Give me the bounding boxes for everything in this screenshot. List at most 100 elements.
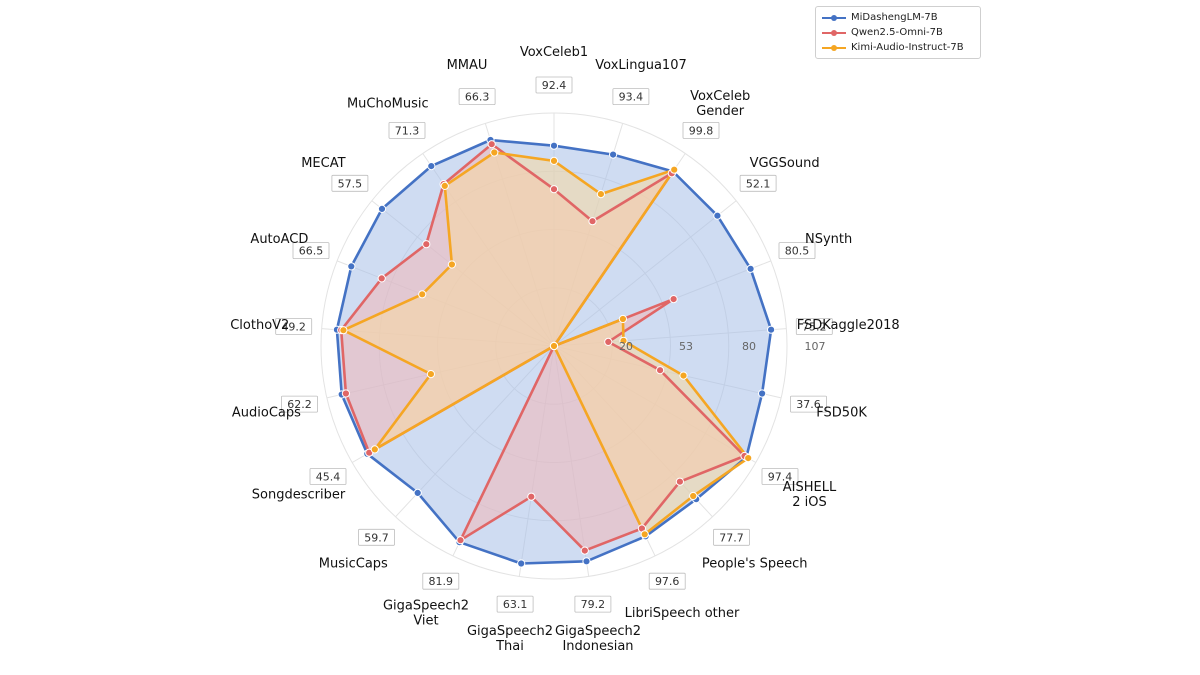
series-point-qwen2-5-omni-7b-4 bbox=[669, 295, 678, 304]
category-label-gigaspeech2-viet: GigaSpeech2 Viet bbox=[383, 598, 469, 628]
legend-swatch-kimi bbox=[822, 43, 846, 53]
category-label-autoacd: AutoACD bbox=[250, 232, 308, 247]
value-box-voxlingua107 bbox=[612, 88, 650, 105]
series-point-qwen2-5-omni-7b-11 bbox=[527, 492, 536, 501]
value-box-nsynth bbox=[778, 242, 816, 260]
series-point-qwen2-5-omni-7b-20 bbox=[487, 140, 496, 149]
value-label-gigaspeech2-thai: 63.1 bbox=[503, 598, 528, 611]
series-points bbox=[332, 135, 776, 568]
value-box-fsdkaggle2018 bbox=[795, 318, 833, 335]
category-label-clothov2: ClothoV2 bbox=[230, 318, 289, 333]
legend-dot-midashenglm bbox=[831, 14, 837, 21]
series-point-kimi-audio-instruct-7b-5 bbox=[619, 336, 628, 345]
value-box-voxceleb1 bbox=[535, 76, 573, 94]
category-label-line-voxceleb-gender-1: Gender bbox=[696, 104, 745, 119]
value-box-gigaspeech2-indonesian bbox=[574, 595, 612, 613]
value-label-vggsound: 52.1 bbox=[746, 177, 771, 190]
value-label-people-s-speech: 77.7 bbox=[719, 531, 744, 544]
series-point-midashenglm-7b-13 bbox=[413, 488, 422, 497]
series-point-qwen2-5-omni-7b-5 bbox=[604, 337, 613, 346]
series-line-midashenglm-7b bbox=[335, 138, 773, 565]
category-label-line-librispeech-other-0: LibriSpeech other bbox=[625, 606, 740, 621]
series-point-kimi-audio-instruct-7b-19 bbox=[440, 181, 449, 190]
series-point-qwen2-5-omni-7b-18 bbox=[422, 240, 431, 249]
category-label-line-audiocaps-0: AudioCaps bbox=[232, 406, 301, 421]
series-point-kimi-audio-instruct-7b-14 bbox=[370, 445, 379, 454]
value-label-fsdkaggle2018: 75.2 bbox=[802, 321, 827, 334]
value-box-gigaspeech2-thai bbox=[496, 595, 534, 613]
legend-label-kimi: Kimi-Audio-Instruct-7B bbox=[851, 42, 964, 53]
value-box-muchomusic bbox=[388, 122, 426, 139]
value-label-voxlingua107: 93.4 bbox=[619, 91, 644, 104]
category-label-songdescriber: Songdescriber bbox=[252, 488, 346, 503]
legend-swatch-midashenglm bbox=[822, 13, 846, 23]
category-label-librispeech-other: LibriSpeech other bbox=[625, 606, 740, 621]
category-label-vggsound: VGGSound bbox=[750, 156, 820, 171]
category-label-nsynth: NSynth bbox=[805, 232, 852, 247]
category-label-audiocaps: AudioCaps bbox=[232, 406, 301, 421]
category-label-line-fsd50k-0: FSD50K bbox=[816, 406, 867, 421]
series-point-kimi-audio-instruct-7b-7 bbox=[744, 454, 753, 463]
series-point-midashenglm-7b-6 bbox=[758, 389, 767, 398]
category-label-line-aishell-2-ios-0: AISHELL bbox=[783, 480, 837, 495]
category-label-line-voxlingua107-0: VoxLingua107 bbox=[595, 58, 687, 73]
value-box-mmau bbox=[458, 88, 496, 105]
value-label-gigaspeech2-indonesian: 79.2 bbox=[581, 598, 606, 611]
series-fill-kimi-audio-instruct-7b bbox=[343, 152, 749, 535]
category-label-aishell-2-ios: AISHELL 2 iOS bbox=[783, 480, 837, 510]
category-labels: 92.4 VoxCeleb1 93.4 VoxLingua107 99.8 VoxCele… bbox=[230, 45, 899, 654]
legend-label-qwen: Qwen2.5-Omni-7B bbox=[851, 27, 943, 38]
value-box-audiocaps bbox=[281, 395, 318, 413]
series-point-kimi-audio-instruct-7b-15 bbox=[426, 370, 435, 379]
value-box-songdescriber bbox=[309, 468, 347, 485]
value-box-musiccaps bbox=[358, 528, 395, 546]
series-point-qwen2-5-omni-7b-6 bbox=[656, 366, 665, 375]
category-label-line-autoacd-0: AutoACD bbox=[250, 232, 308, 247]
value-box-vggsound bbox=[739, 174, 777, 192]
category-label-gigaspeech2-thai: GigaSpeech2 Thai bbox=[467, 624, 553, 654]
series-point-qwen2-5-omni-7b-15 bbox=[341, 389, 350, 398]
radial-tick-80: 80 bbox=[742, 340, 756, 353]
series-point-kimi-audio-instruct-7b-18 bbox=[447, 260, 456, 269]
category-label-voxceleb1: VoxCeleb1 bbox=[520, 45, 588, 60]
value-box-fsd50k bbox=[790, 395, 827, 413]
series-point-midashenglm-7b-10 bbox=[582, 557, 591, 566]
radial-tick-107: 107 bbox=[805, 340, 826, 353]
category-label-gigaspeech2-indonesian: GigaSpeech2 Indonesian bbox=[555, 624, 641, 654]
series-point-kimi-audio-instruct-7b-0 bbox=[549, 156, 559, 165]
category-label-line-voxceleb1-0: VoxCeleb1 bbox=[520, 45, 588, 60]
value-label-clothov2: 49.2 bbox=[281, 321, 306, 334]
legend-swatch-qwen bbox=[822, 28, 846, 38]
category-label-line-fsdkaggle2018-0: FSDKaggle2018 bbox=[797, 318, 900, 333]
value-label-nsynth: 80.5 bbox=[785, 245, 810, 258]
series-point-midashenglm-7b-11 bbox=[517, 559, 526, 568]
category-label-mecat: MECAT bbox=[301, 156, 345, 171]
value-box-clothov2 bbox=[275, 318, 313, 335]
category-label-musiccaps: MusicCaps bbox=[319, 556, 388, 571]
series-point-midashenglm-7b-4 bbox=[746, 264, 755, 273]
category-label-line-aishell-2-ios-1: 2 iOS bbox=[792, 495, 827, 510]
value-label-audiocaps: 62.2 bbox=[287, 398, 312, 411]
series-point-qwen2-5-omni-7b-0 bbox=[549, 185, 559, 194]
category-label-muchomusic: MuChoMusic bbox=[347, 96, 429, 111]
category-label-voxceleb-gender: VoxCeleb Gender bbox=[690, 89, 750, 119]
value-box-librispeech-other bbox=[648, 572, 686, 590]
category-label-line-gigaspeech2-indonesian-0: GigaSpeech2 bbox=[555, 624, 641, 639]
value-label-aishell-2-ios: 97.4 bbox=[768, 471, 793, 484]
value-label-gigaspeech2-viet: 81.9 bbox=[429, 575, 454, 588]
series-point-midashenglm-7b-0 bbox=[549, 141, 559, 150]
category-label-line-gigaspeech2-thai-0: GigaSpeech2 bbox=[467, 624, 553, 639]
value-label-songdescriber: 45.4 bbox=[316, 471, 341, 484]
category-label-voxlingua107: VoxLingua107 bbox=[595, 58, 687, 73]
legend-item-kimi: Kimi-Audio-Instruct-7B bbox=[822, 40, 974, 55]
category-label-line-vggsound-0: VGGSound bbox=[750, 156, 820, 171]
legend-label-midashenglm: MiDashengLM-7B bbox=[851, 12, 938, 23]
value-label-voxceleb-gender: 99.8 bbox=[689, 124, 714, 137]
legend-item-qwen: Qwen2.5-Omni-7B bbox=[822, 25, 974, 40]
category-label-line-people-s-speech-0: People's Speech bbox=[702, 556, 808, 571]
category-label-line-gigaspeech2-viet-0: GigaSpeech2 bbox=[383, 598, 469, 613]
category-label-line-mecat-0: MECAT bbox=[301, 156, 345, 171]
legend-dot-kimi bbox=[831, 44, 837, 51]
value-box-mecat bbox=[331, 174, 369, 192]
